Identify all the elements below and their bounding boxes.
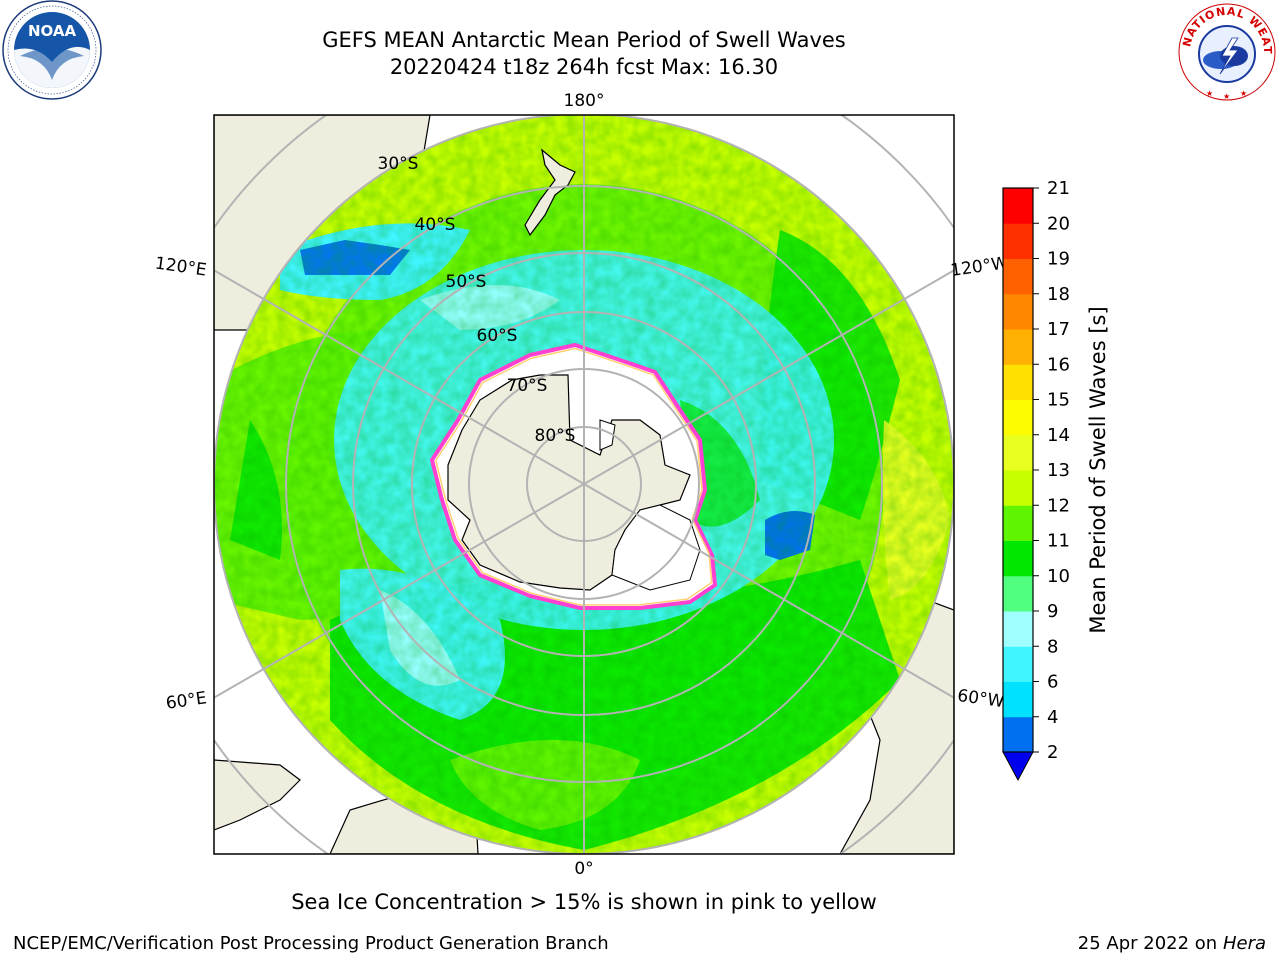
lat-label-60s: 60°S (477, 326, 518, 346)
lat-label-30s: 30°S (378, 154, 419, 174)
colorbar-segment (1003, 470, 1033, 506)
colorbar-tick-label: 10 (1047, 566, 1070, 587)
colorbar-tick-label: 16 (1047, 354, 1070, 375)
footer-credit: NCEP/EMC/Verification Post Processing Pr… (13, 933, 609, 954)
colorbar-segment (1003, 681, 1033, 718)
colorbar-tick-label: 2 (1047, 742, 1058, 763)
colorbar-segment (1003, 716, 1033, 753)
colorbar-tick-label: 18 (1047, 284, 1070, 305)
colorbar-underflow-triangle (1002, 751, 1034, 782)
colorbar-tick-label: 21 (1047, 180, 1070, 199)
lat-label-70s: 70°S (507, 376, 548, 396)
lat-label-40s: 40°S (415, 215, 456, 235)
graticule (214, 115, 954, 854)
svg-text:★: ★ (1206, 89, 1213, 98)
footer-host: Hera (1222, 933, 1266, 954)
colorbar-tick-label: 13 (1047, 460, 1070, 481)
lon-label-top: 180° (564, 91, 605, 111)
colorbar-segment (1003, 434, 1033, 471)
colorbar-tick-label: 9 (1047, 601, 1058, 622)
footer-date: 25 Apr 2022 on Hera (1078, 933, 1266, 954)
colorbar-tick-label: 14 (1047, 425, 1070, 446)
new-zealand (524, 148, 576, 237)
lon-label-lower-left: 60°E (165, 688, 208, 713)
colorbar-tick-label: 6 (1047, 672, 1058, 693)
svg-text:★: ★ (1223, 92, 1230, 101)
colorbar-tick-label: 11 (1047, 531, 1070, 552)
colorbar-tick-label: 4 (1047, 707, 1058, 728)
colorbar-segment (1003, 646, 1033, 682)
nws-logo: NATIONAL WEATHER SERVICE ★ ★ ★ (1176, 2, 1276, 101)
colorbar-segment (1003, 329, 1033, 365)
colorbar-segment (1003, 540, 1033, 577)
lon-label-upper-left: 120°E (154, 254, 208, 281)
colorbar-segment (1003, 188, 1033, 224)
colorbar-tick-label: 20 (1047, 213, 1070, 234)
lon-label-bottom: 0° (574, 859, 593, 879)
colorbar-segment (1003, 505, 1033, 541)
colorbar-segment (1003, 399, 1033, 436)
svg-text:★: ★ (1240, 89, 1247, 98)
lat-label-80s: 80°S (535, 426, 576, 446)
colorbar-segment (1003, 611, 1033, 647)
colorbar-tick-label: 19 (1047, 249, 1070, 270)
lat-label-50s: 50°S (446, 272, 487, 292)
colorbar-segment (1003, 364, 1033, 400)
colorbar-segment (1003, 293, 1033, 330)
colorbar-tick-label: 15 (1047, 390, 1070, 411)
chart-title: GEFS MEAN Antarctic Mean Period of Swell… (322, 28, 846, 52)
colorbar-tick-label: 17 (1047, 319, 1070, 340)
colorbar-tick-label: 12 (1047, 495, 1070, 516)
colorbar-ticks: 2 4 6 8 9 10 11 12 13 14 15 16 17 18 19 20 21 (1033, 180, 1070, 763)
colorbar-segment (1003, 575, 1033, 612)
colorbar-segments (1003, 188, 1033, 753)
colorbar-tick-label: 8 (1047, 636, 1058, 657)
map-frame (213, 114, 955, 855)
colorbar-segment (1003, 223, 1033, 259)
noaa-logo: NOAA (2, 0, 102, 100)
colorbar-segment (1003, 258, 1033, 295)
chart-subtitle: 20220424 t18z 264h fcst Max: 16.30 (389, 55, 779, 79)
noaa-logo-text: NOAA (28, 22, 77, 40)
colorbar-label: Mean Period of Swell Waves [s] (1086, 306, 1110, 633)
footer-date-text: 25 Apr 2022 on (1077, 933, 1223, 954)
sea-ice-note: Sea Ice Concentration > 15% is shown in … (291, 890, 877, 914)
colorbar: 2 4 6 8 9 10 11 12 13 14 15 16 17 18 19 20 21 Mean Perio… (1002, 180, 1110, 782)
